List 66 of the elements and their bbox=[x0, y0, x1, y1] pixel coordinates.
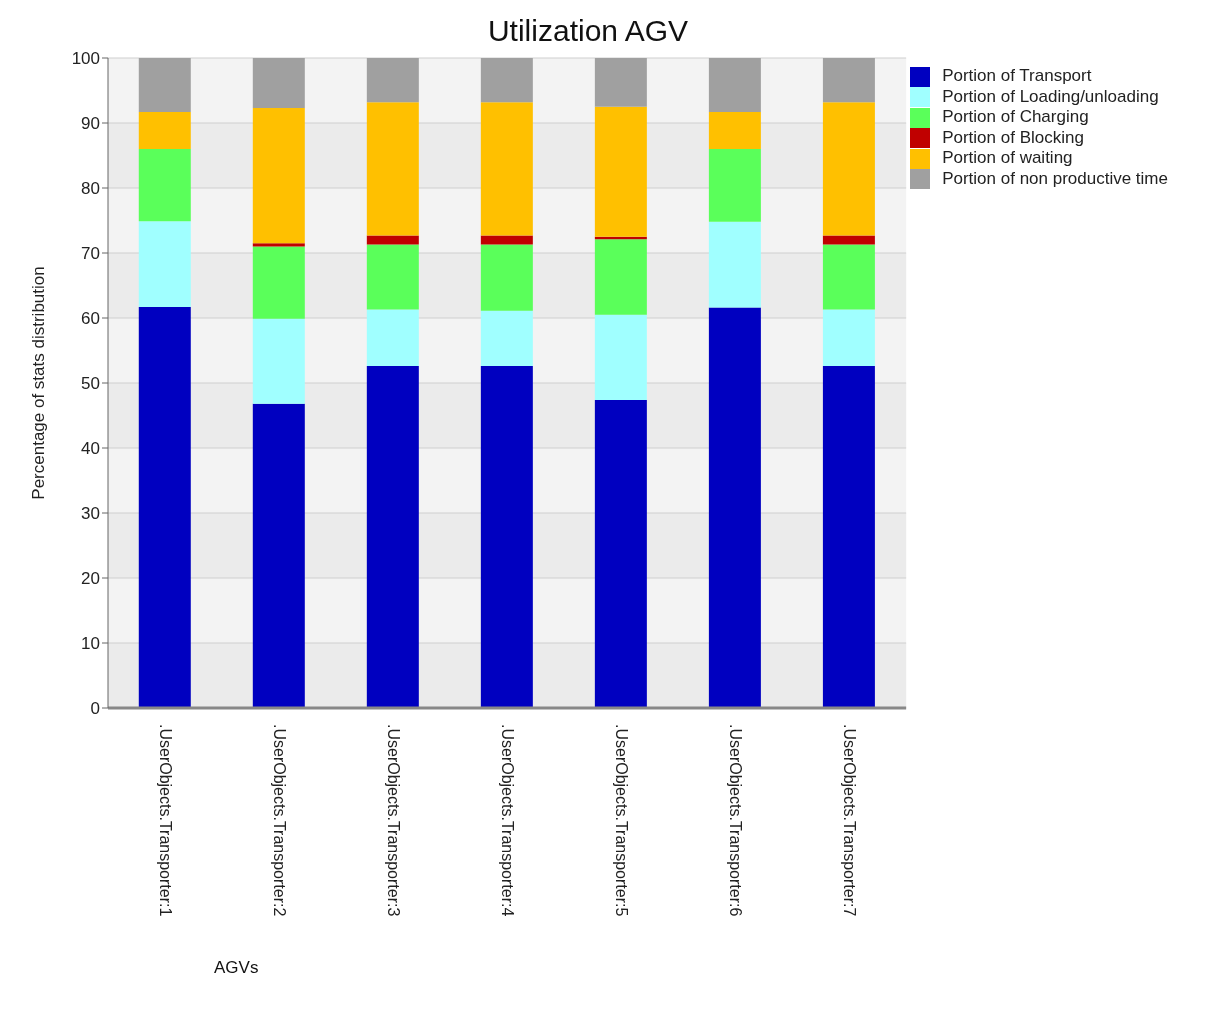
x-axis-title: AGVs bbox=[214, 958, 259, 978]
bar bbox=[480, 244, 533, 311]
y-tick-label: 50 bbox=[81, 374, 100, 394]
chart-title: Utilization AGV bbox=[486, 14, 690, 48]
bar bbox=[138, 221, 191, 307]
bar bbox=[594, 58, 647, 107]
bar bbox=[708, 307, 761, 708]
bar bbox=[480, 366, 533, 708]
y-tick-label: 100 bbox=[71, 49, 100, 69]
legend-label: Portion of Blocking bbox=[942, 127, 1084, 147]
bar bbox=[138, 149, 191, 222]
y-tick-label: 60 bbox=[81, 309, 100, 329]
y-tick-label: 20 bbox=[81, 569, 100, 589]
y-tick-label: 30 bbox=[81, 504, 100, 524]
bar bbox=[138, 58, 191, 112]
bar bbox=[252, 243, 305, 247]
x-tick-label: .UserObjects.Transporter:5 bbox=[612, 724, 630, 917]
legend-label: Portion of waiting bbox=[942, 148, 1073, 168]
x-tick-label: .UserObjects.Transporter:2 bbox=[270, 724, 288, 917]
bar bbox=[366, 102, 419, 236]
bar bbox=[138, 306, 191, 708]
y-tick-label: 10 bbox=[81, 634, 100, 654]
x-tick-label: .UserObjects.Transporter:3 bbox=[384, 724, 402, 917]
bar bbox=[594, 399, 647, 708]
bar bbox=[252, 318, 305, 404]
y-tick-label: 0 bbox=[90, 699, 100, 719]
bar bbox=[822, 58, 875, 103]
bar bbox=[822, 244, 875, 310]
bar bbox=[252, 58, 305, 109]
bar bbox=[252, 246, 305, 319]
bar bbox=[822, 309, 875, 367]
y-tick-label: 40 bbox=[81, 439, 100, 459]
legend-label: Portion of Transport bbox=[942, 66, 1092, 85]
bar bbox=[708, 111, 761, 149]
bar bbox=[480, 58, 533, 103]
bar bbox=[708, 149, 761, 222]
bar bbox=[822, 102, 875, 236]
legend-label: Portion of Charging bbox=[942, 107, 1089, 127]
x-tick-label: .UserObjects.Transporter:6 bbox=[726, 724, 744, 917]
bar bbox=[822, 366, 875, 708]
legend-label: Portion of Loading/unloading bbox=[942, 86, 1159, 106]
bar bbox=[138, 111, 191, 149]
y-tick-label: 70 bbox=[81, 244, 100, 264]
x-tick-label: .UserObjects.Transporter:7 bbox=[840, 724, 858, 917]
bar bbox=[252, 108, 305, 244]
bar bbox=[366, 58, 419, 103]
bar bbox=[480, 235, 533, 245]
x-tick-label: .UserObjects.Transporter:1 bbox=[156, 724, 174, 917]
y-tick-label: 90 bbox=[81, 114, 100, 134]
y-tick-label: 80 bbox=[81, 179, 100, 199]
bar bbox=[594, 106, 647, 237]
bar bbox=[822, 235, 875, 245]
bar bbox=[708, 58, 761, 112]
bar bbox=[366, 244, 419, 310]
bar bbox=[366, 366, 419, 708]
x-tick-label: .UserObjects.Transporter:4 bbox=[498, 724, 516, 917]
bar bbox=[366, 309, 419, 367]
bar bbox=[366, 235, 419, 245]
legend-label: Portion of non productive time bbox=[942, 168, 1168, 188]
bar bbox=[594, 314, 647, 400]
bar bbox=[252, 403, 305, 708]
bar bbox=[708, 221, 761, 308]
y-axis-title: Percentage of stats distribution bbox=[29, 266, 49, 500]
bar bbox=[594, 239, 647, 315]
bar bbox=[480, 102, 533, 236]
bar bbox=[480, 310, 533, 367]
